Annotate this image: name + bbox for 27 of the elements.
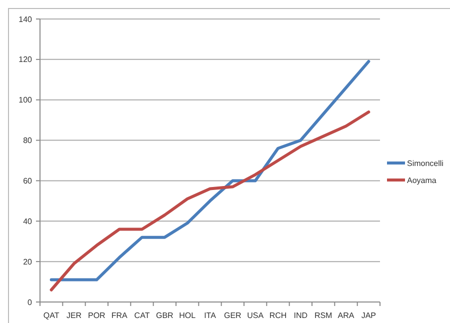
x-tick-label: IND	[294, 311, 308, 320]
legend-label: Aoyama	[407, 176, 437, 185]
line-series	[50, 60, 370, 282]
x-tick-label: POR	[88, 311, 106, 320]
y-tick-label: 40	[23, 216, 33, 226]
y-tick-label: 140	[18, 14, 33, 24]
x-tick-label: RSM	[314, 311, 333, 320]
x-tick-label: RCH	[269, 311, 287, 320]
x-tick-label: GBR	[156, 311, 174, 320]
y-tick-label: 120	[18, 55, 33, 64]
x-tick-label: CAT	[134, 311, 150, 320]
x-tick-label: ITA	[204, 311, 217, 320]
y-tick-label: 100	[18, 96, 33, 105]
y-tick-label: 60	[23, 176, 33, 186]
y-tick-label: 20	[23, 257, 33, 266]
x-tick-label: HOL	[179, 311, 196, 320]
x-tick-label: QAT	[43, 311, 60, 320]
x-tick-label: GER	[224, 311, 242, 320]
x-tick-label: ARA	[338, 311, 355, 320]
x-tick-label: USA	[247, 311, 264, 320]
y-tick-label: 80	[23, 136, 33, 146]
x-tick-label: JER	[66, 311, 82, 320]
line-series	[50, 110, 370, 292]
x-tick-label: FRA	[111, 311, 128, 320]
x-tick-label: JAP	[361, 311, 376, 320]
legend-label: Simoncelli	[407, 158, 444, 168]
y-tick-label: 0	[28, 298, 33, 307]
